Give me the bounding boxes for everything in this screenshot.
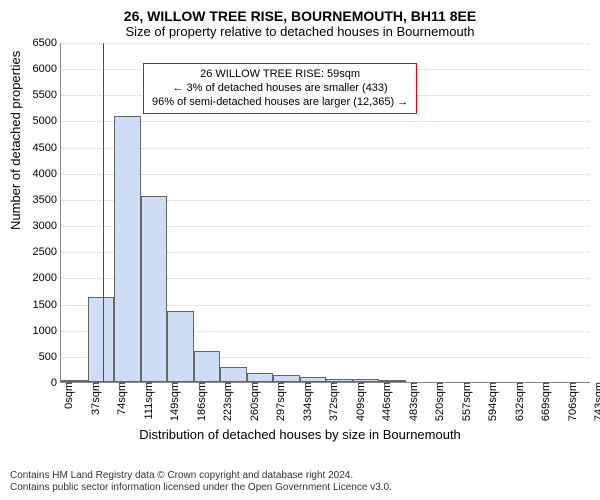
gridline bbox=[61, 43, 590, 44]
x-tick-label: 557sqm bbox=[459, 382, 473, 421]
x-tick-label: 743sqm bbox=[591, 382, 600, 421]
y-tick-label: 6000 bbox=[33, 63, 61, 75]
plot-area: 0500100015002000250030003500400045005000… bbox=[60, 43, 590, 383]
y-tick-label: 1000 bbox=[33, 325, 61, 337]
y-tick-label: 1500 bbox=[33, 299, 61, 311]
footer-line-1: Contains HM Land Registry data © Crown c… bbox=[10, 470, 392, 482]
x-tick-label: 260sqm bbox=[247, 382, 261, 421]
y-tick-label: 4000 bbox=[33, 168, 61, 180]
y-tick-label: 3500 bbox=[33, 194, 61, 206]
y-tick-label: 500 bbox=[39, 351, 61, 363]
y-tick-label: 4500 bbox=[33, 142, 61, 154]
histogram-bar bbox=[141, 196, 168, 382]
x-tick-label: 297sqm bbox=[273, 382, 287, 421]
y-axis-label: Number of detached properties bbox=[8, 51, 23, 230]
x-tick-label: 0sqm bbox=[61, 382, 75, 409]
annotation-line: 96% of semi-detached houses are larger (… bbox=[152, 96, 408, 110]
x-tick-label: 186sqm bbox=[194, 382, 208, 421]
x-tick-label: 74sqm bbox=[114, 382, 128, 415]
y-tick-label: 2500 bbox=[33, 246, 61, 258]
footer: Contains HM Land Registry data © Crown c… bbox=[10, 470, 392, 494]
x-axis-label: Distribution of detached houses by size … bbox=[0, 427, 600, 442]
x-tick-label: 483sqm bbox=[406, 382, 420, 421]
histogram-bar bbox=[220, 367, 247, 382]
x-tick-label: 632sqm bbox=[512, 382, 526, 421]
histogram-bar bbox=[114, 116, 141, 382]
x-tick-label: 37sqm bbox=[88, 382, 102, 415]
x-tick-label: 372sqm bbox=[326, 382, 340, 421]
y-tick-label: 2000 bbox=[33, 272, 61, 284]
y-tick-label: 5000 bbox=[33, 115, 61, 127]
annotation-box: 26 WILLOW TREE RISE: 59sqm← 3% of detach… bbox=[143, 63, 417, 114]
chart-title: 26, WILLOW TREE RISE, BOURNEMOUTH, BH11 … bbox=[0, 0, 600, 24]
x-tick-label: 334sqm bbox=[300, 382, 314, 421]
x-tick-label: 223sqm bbox=[220, 382, 234, 421]
histogram-bar bbox=[167, 311, 194, 382]
x-tick-label: 520sqm bbox=[432, 382, 446, 421]
x-tick-label: 446sqm bbox=[379, 382, 393, 421]
y-tick-label: 3000 bbox=[33, 220, 61, 232]
annotation-line: 26 WILLOW TREE RISE: 59sqm bbox=[152, 68, 408, 82]
histogram-bar bbox=[88, 297, 115, 382]
y-tick-label: 0 bbox=[51, 377, 61, 389]
x-tick-label: 706sqm bbox=[565, 382, 579, 421]
footer-line-2: Contains public sector information licen… bbox=[10, 482, 392, 494]
histogram-bar bbox=[194, 351, 221, 382]
x-tick-label: 149sqm bbox=[167, 382, 181, 421]
x-tick-label: 111sqm bbox=[141, 382, 155, 420]
x-tick-label: 409sqm bbox=[353, 382, 367, 421]
x-tick-label: 669sqm bbox=[538, 382, 552, 421]
property-marker-line bbox=[103, 43, 104, 382]
x-tick-label: 594sqm bbox=[485, 382, 499, 421]
chart-subtitle: Size of property relative to detached ho… bbox=[0, 24, 600, 43]
y-tick-label: 5500 bbox=[33, 89, 61, 101]
histogram-bar bbox=[273, 375, 300, 382]
annotation-line: ← 3% of detached houses are smaller (433… bbox=[152, 82, 408, 96]
histogram-bar bbox=[247, 373, 274, 382]
y-tick-label: 6500 bbox=[33, 37, 61, 49]
